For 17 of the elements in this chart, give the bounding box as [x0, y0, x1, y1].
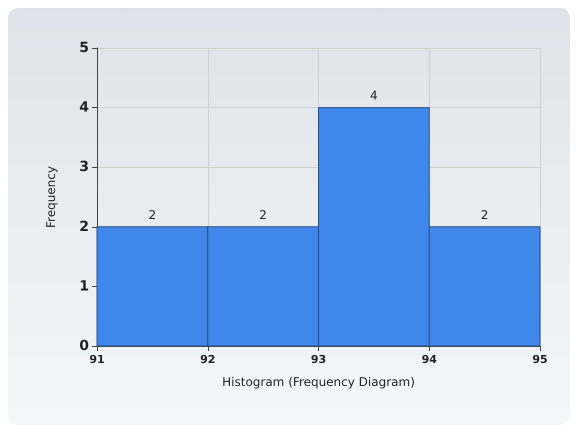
x-tick-label: 95	[532, 353, 548, 366]
y-tick-label: 5	[79, 40, 89, 56]
x-tick-label: 91	[89, 353, 105, 366]
y-tick-label: 2	[79, 218, 89, 235]
data-label: 2	[148, 208, 156, 222]
data-label: 4	[370, 88, 378, 103]
data-label: 2	[480, 208, 488, 222]
y-tick-label: 3	[79, 159, 89, 176]
y-tick-label: 0	[79, 338, 90, 354]
x-tick-label: 93	[310, 353, 326, 366]
y-axis-title: Frequency	[44, 166, 58, 228]
y-tick-label: 4	[79, 100, 90, 116]
y-tick-label: 1	[79, 278, 89, 294]
data-label: 2	[259, 208, 267, 222]
x-tick-label: 92	[200, 353, 216, 366]
x-axis-title: Histogram (Frequency Diagram)	[222, 375, 415, 389]
x-tick-label: 94	[422, 353, 438, 366]
